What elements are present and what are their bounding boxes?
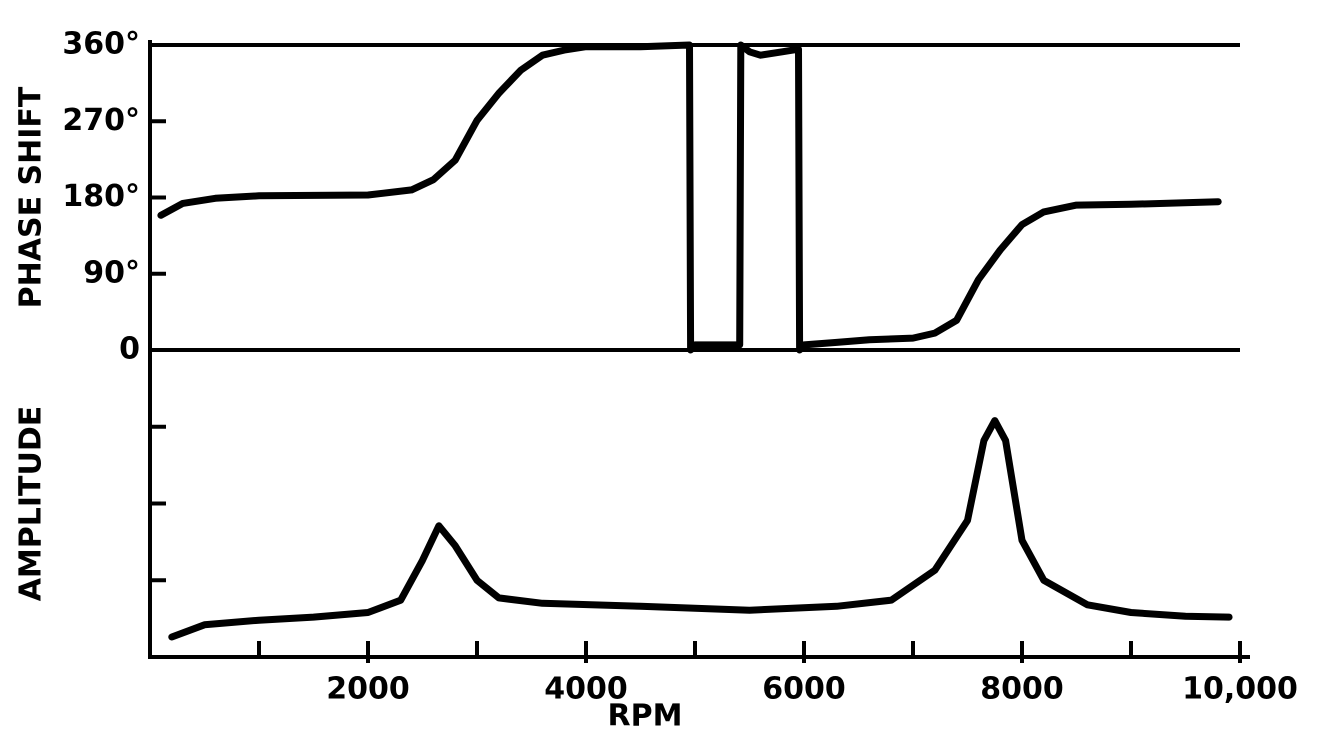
x-tick-label: 4000 — [544, 672, 628, 707]
x-tick-label: 6000 — [762, 672, 846, 707]
x-tick-label: 2000 — [326, 672, 410, 707]
y-tick-label: 270° — [62, 103, 140, 138]
x-axis-label: RPM — [608, 699, 683, 732]
y-tick-label: 90° — [83, 255, 140, 290]
y-axis-label: PHASE SHIFT — [14, 86, 49, 308]
x-tick-label: 8000 — [980, 672, 1064, 707]
data-line — [157, 41, 1222, 354]
x-tick-label: 10,000 — [1182, 672, 1298, 707]
y-tick-label: 360° — [62, 27, 140, 62]
y-tick-label: 0 — [119, 332, 140, 367]
y-axis-label: AMPLITUDE — [14, 406, 49, 602]
data-line — [168, 417, 1233, 641]
y-tick-label: 180° — [62, 179, 140, 214]
